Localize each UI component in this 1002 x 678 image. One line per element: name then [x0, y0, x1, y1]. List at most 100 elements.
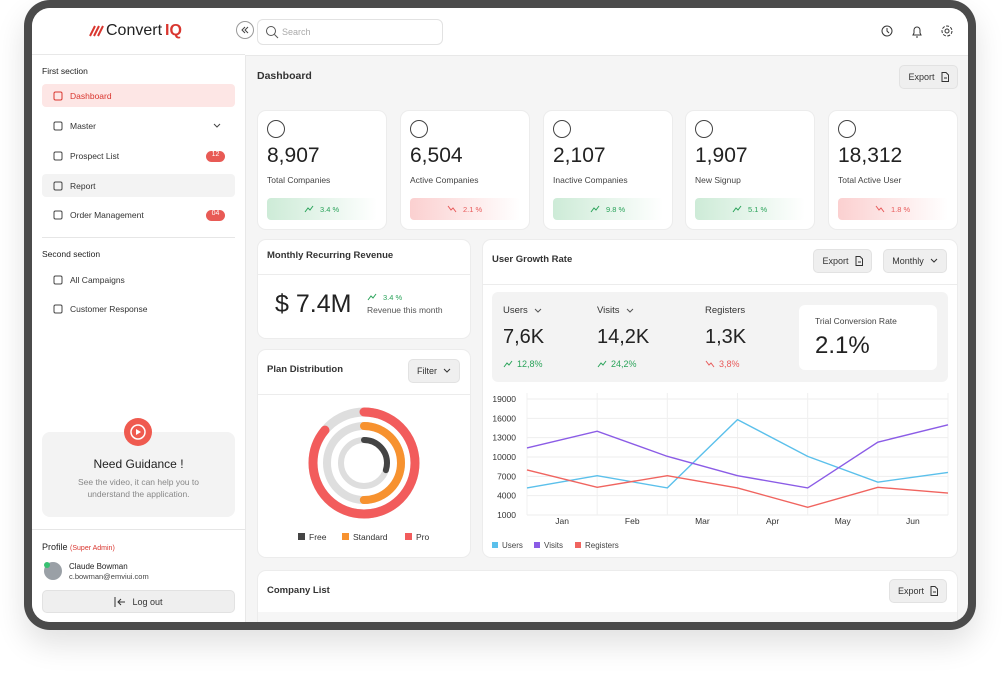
stat-label: Total Active User [838, 175, 902, 185]
ring-arc [338, 437, 390, 489]
collapse-button[interactable] [236, 21, 254, 39]
x-tick-label: Jun [906, 516, 920, 526]
y-tick-label: 10000 [492, 452, 516, 462]
stat-change: 2.1 % [463, 205, 483, 214]
divider [42, 237, 235, 238]
chevron-path [534, 308, 542, 313]
mrr-card [257, 239, 471, 339]
kpi-value: 1,3K [705, 326, 747, 348]
icon-shape [53, 121, 63, 131]
y-tick-label: 16000 [492, 413, 516, 423]
export-button[interactable]: Export [899, 65, 958, 89]
mrr-title: Monthly Recurring Revenue [267, 250, 394, 261]
line-series [526, 424, 949, 489]
conversion-label: Trial Conversion Rate [815, 316, 897, 326]
guidance-card [42, 432, 235, 517]
y-tick-label: 7000 [497, 471, 516, 481]
page-title: Dashboard [257, 70, 312, 82]
logout-icon [114, 596, 126, 607]
trend-line [304, 205, 314, 213]
stat-icon [267, 120, 285, 138]
mrr-change: 3.4 % [383, 293, 403, 302]
stat-pill [695, 198, 805, 220]
ring-arc [308, 407, 420, 519]
stat-pill [267, 198, 377, 220]
profile-label: Profile (Super Admin) [42, 542, 115, 553]
section-title: First section [42, 66, 88, 76]
search-placeholder: Search [282, 27, 311, 37]
stat-change: 9.8 % [606, 205, 626, 214]
stat-value: 6,504 [410, 144, 463, 167]
legend-swatch [342, 533, 349, 540]
nav-item[interactable] [42, 84, 235, 107]
period-select[interactable]: Monthly [883, 249, 947, 273]
trend-icon [304, 205, 314, 213]
screen: Convert IQ Search First section Dashboard M… [32, 8, 968, 622]
chevron-path [626, 308, 634, 313]
chevron [626, 308, 634, 313]
kpi-label: Registers [705, 305, 746, 316]
conversion-value: 2.1% [815, 332, 870, 359]
x-tick-label: May [835, 516, 852, 526]
x-tick-label: Mar [695, 516, 710, 526]
divider [32, 529, 245, 530]
plan-title: Plan Distribution [267, 364, 343, 375]
trend-icon [447, 205, 457, 213]
logout-button[interactable]: Log out [42, 590, 235, 613]
stat-icon [553, 120, 571, 138]
icon-shape [53, 275, 63, 285]
stat-label: Inactive Companies [553, 175, 628, 185]
divider [257, 274, 471, 275]
line-series [526, 469, 949, 508]
trend-line [705, 360, 715, 368]
export-label: Export [822, 256, 849, 266]
collapse-icon [241, 26, 249, 34]
guidance-text: See the video, it can help you to unders… [78, 477, 199, 499]
topbar-icons[interactable] [879, 24, 955, 40]
nav-icon [53, 91, 63, 101]
profile-name: Claude Bowman [69, 562, 128, 571]
stat-pill [410, 198, 520, 220]
kpi-label: Users [503, 305, 528, 316]
growth-title: User Growth Rate [492, 254, 573, 265]
y-tick-label: 1000 [497, 510, 516, 520]
trend-line [503, 360, 513, 368]
nav-badge: 04 [206, 210, 225, 221]
stat-value: 8,907 [267, 144, 320, 167]
nav-item[interactable] [42, 174, 235, 197]
nav-icon [53, 304, 63, 314]
legend-label: Visits [544, 541, 563, 550]
export-icon [855, 256, 863, 266]
status-dot [44, 562, 50, 568]
export-button[interactable]: Export [889, 579, 947, 603]
profile-email: c.bowman@emviui.com [69, 572, 149, 581]
profile-title: Profile [42, 542, 68, 552]
sidebar [32, 8, 246, 622]
line-series [526, 418, 949, 489]
trend-icon [705, 360, 715, 368]
legend-swatch [575, 542, 581, 548]
kpi-value: 7,6K [503, 326, 545, 348]
stat-icon [838, 120, 856, 138]
trend-icon [590, 205, 600, 213]
kpi-change: 3,8% [719, 359, 740, 369]
play-button[interactable] [124, 418, 152, 446]
stat-icon [410, 120, 428, 138]
legend-label: Pro [416, 532, 430, 542]
stat-pill [553, 198, 663, 220]
nav-badge: 12 [206, 151, 225, 162]
stat-label: Active Companies [410, 175, 479, 185]
stat-pill [838, 198, 948, 220]
stat-label: Total Companies [267, 175, 331, 185]
x-tick-label: Apr [766, 516, 779, 526]
ring-arc [323, 422, 405, 504]
search-box[interactable]: Search [257, 19, 443, 45]
legend-label: Free [309, 532, 327, 542]
export-button[interactable]: Export [813, 249, 872, 273]
icon-shape [53, 91, 63, 101]
conversion-card [799, 305, 937, 370]
nav-icon [53, 121, 63, 131]
y-tick-label: 19000 [492, 394, 516, 404]
filter-button[interactable]: Filter [408, 359, 460, 383]
